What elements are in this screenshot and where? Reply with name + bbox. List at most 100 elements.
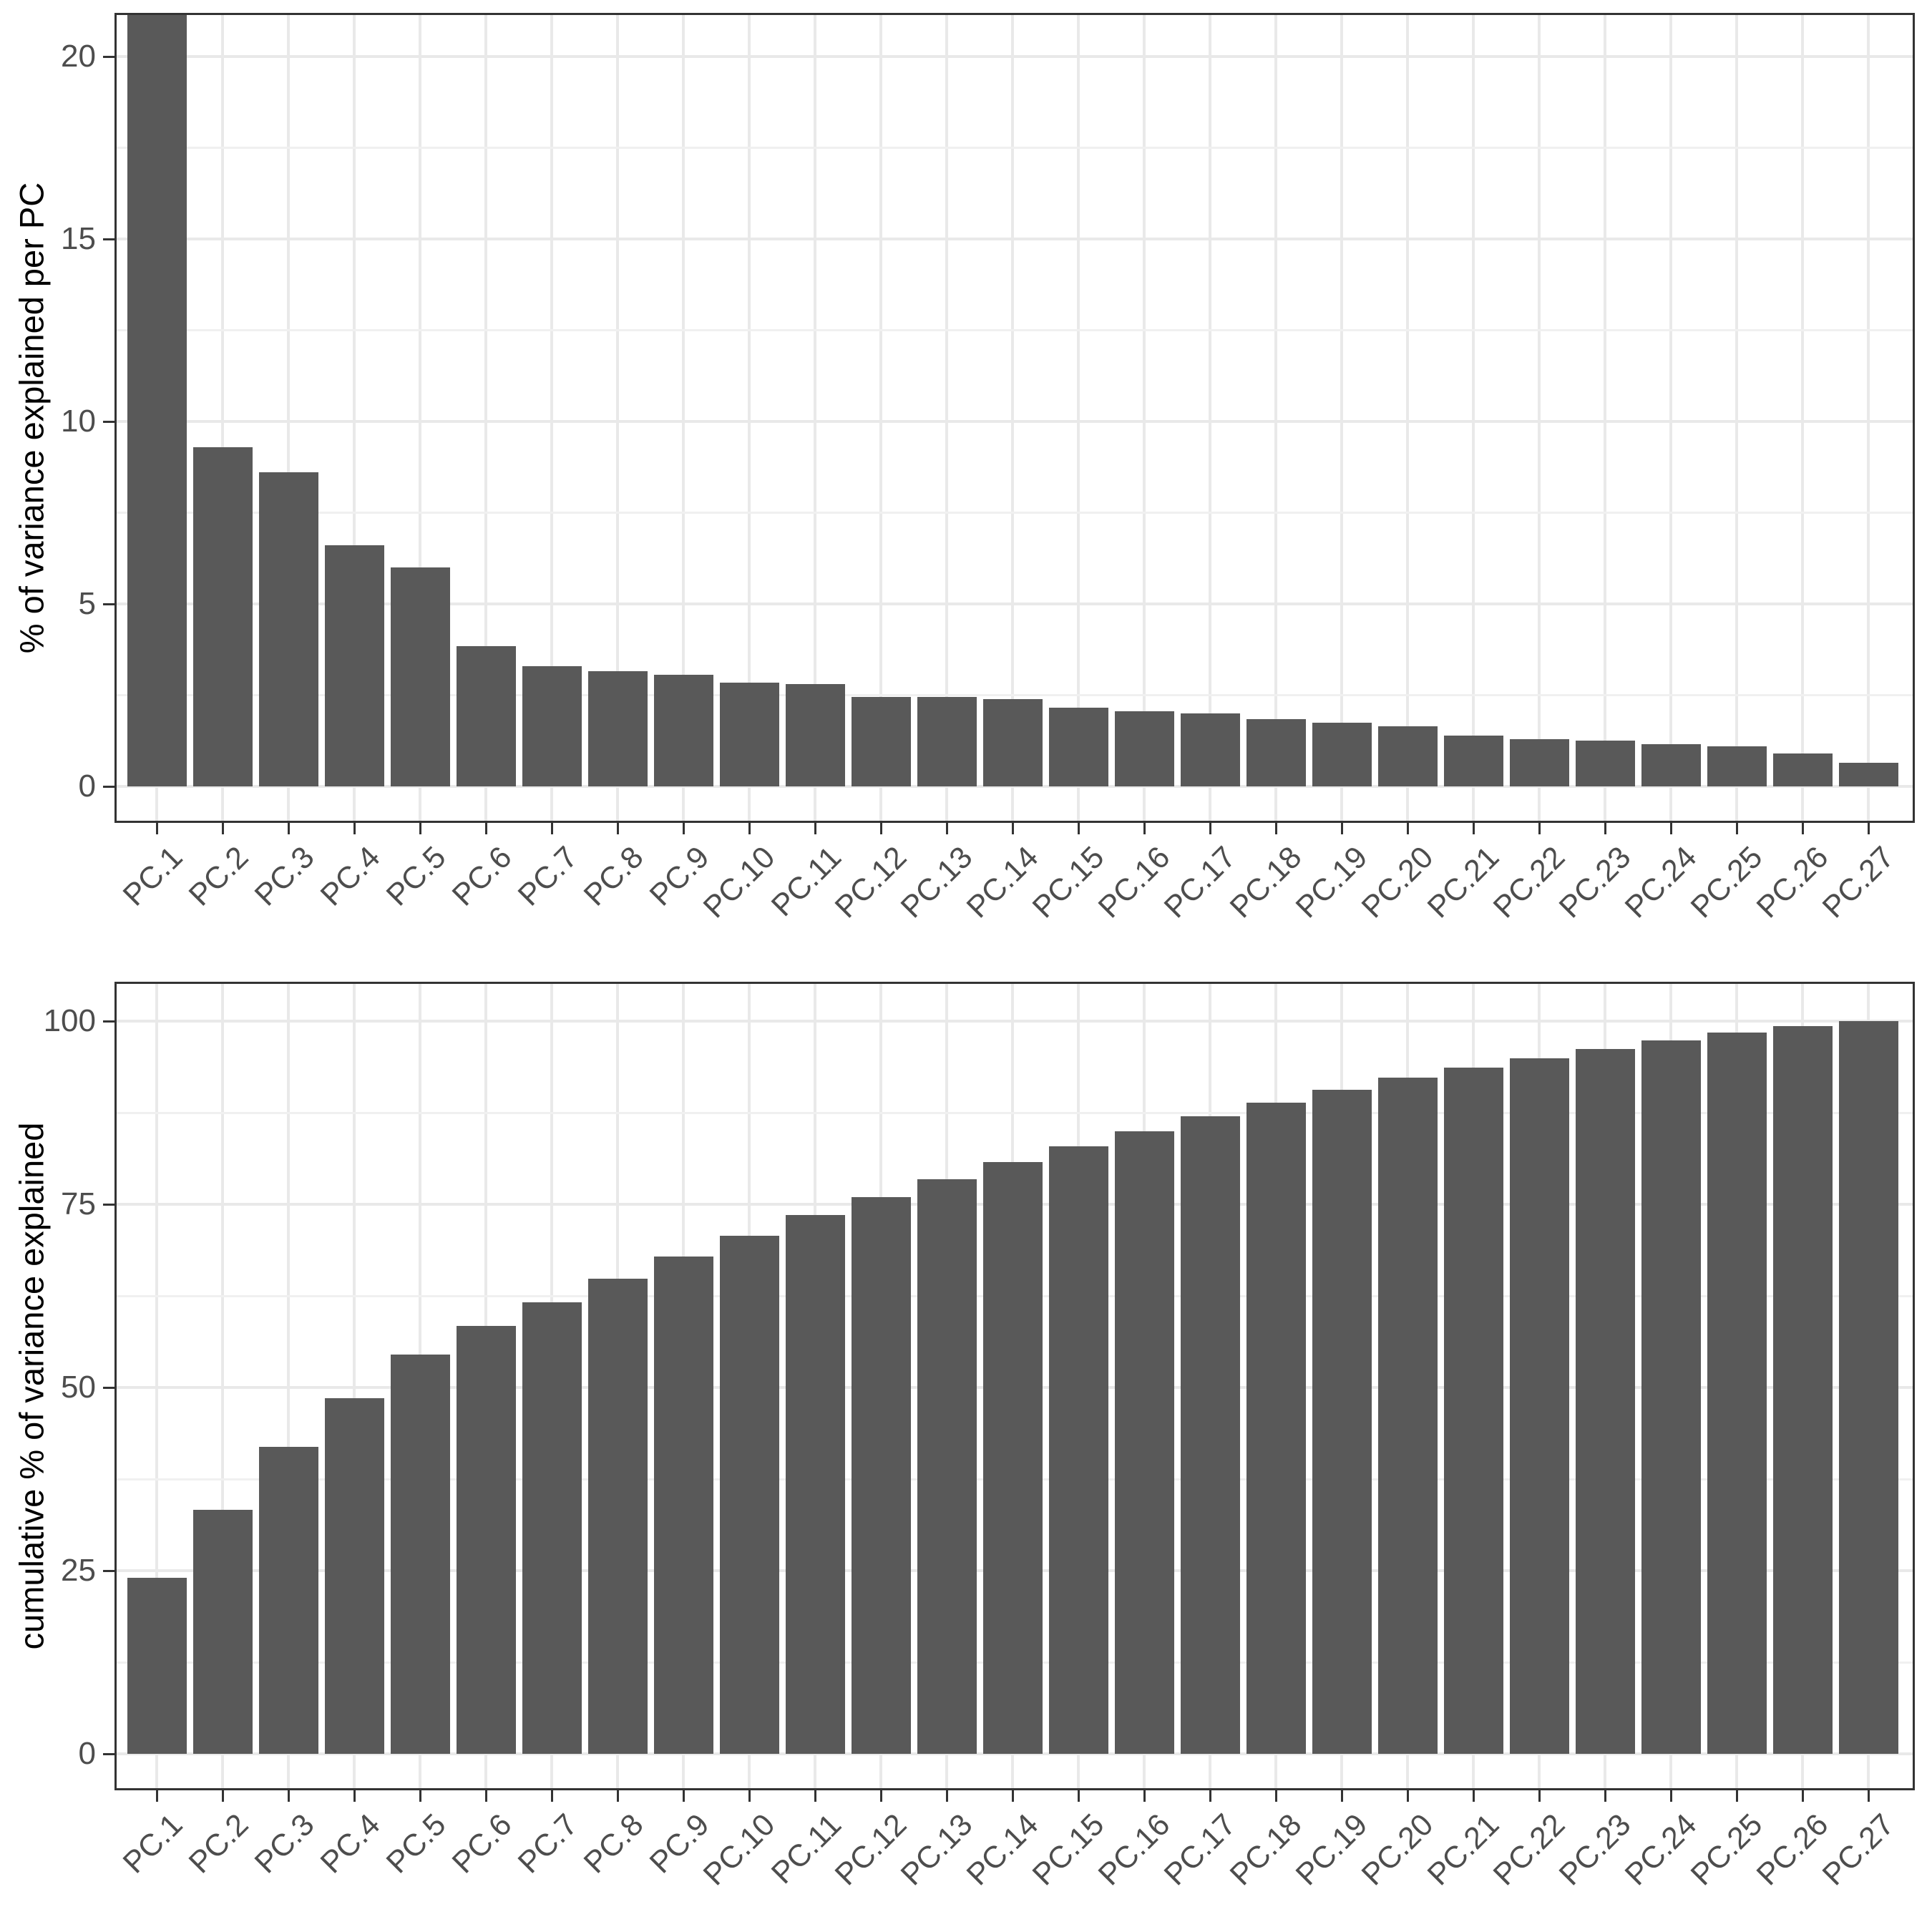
bar-pc-17 [1180, 713, 1240, 786]
bar-pc-3 [258, 472, 318, 786]
bar-pc-4 [324, 1398, 384, 1754]
x-tick [1143, 823, 1146, 834]
x-tick [1340, 823, 1343, 834]
bar-pc-26 [1772, 1025, 1833, 1754]
y-tick-label: 20 [61, 39, 96, 74]
scree-panel [114, 13, 1915, 823]
x-gridline-major [616, 15, 619, 821]
bar-pc-15 [1048, 708, 1108, 786]
x-tick [1538, 823, 1541, 834]
x-tick-label: PC.23 [1553, 839, 1638, 925]
bar-pc-10 [719, 1236, 779, 1754]
x-tick [682, 1790, 685, 1802]
x-tick [287, 1790, 290, 1802]
x-tick [682, 823, 685, 834]
x-tick-label: PC.11 [764, 1807, 848, 1891]
bar-pc-22 [1509, 738, 1569, 786]
x-tick-label: PC.8 [577, 1807, 650, 1880]
x-tick-label: PC.16 [1092, 1807, 1177, 1893]
x-tick-label: PC.21 [1421, 1807, 1506, 1893]
bar-pc-19 [1312, 722, 1372, 786]
x-tick-label: PC.3 [248, 1807, 321, 1880]
y-tick [103, 1569, 114, 1572]
bar-pc-23 [1575, 741, 1635, 786]
x-tick-label: PC.15 [1026, 839, 1111, 925]
bar-pc-19 [1312, 1090, 1372, 1754]
y-gridline-major [117, 238, 1913, 240]
y-tick-label: 10 [61, 404, 96, 439]
y-tick-label: 25 [61, 1553, 96, 1588]
x-tick [1077, 823, 1080, 834]
bar-pc-25 [1707, 746, 1767, 786]
x-tick-label: PC.24 [1619, 839, 1704, 925]
x-gridline-major [1406, 15, 1409, 821]
y-tick-label: 0 [78, 769, 96, 804]
x-tick-label: PC.23 [1553, 1807, 1638, 1893]
x-tick-label: PC.13 [894, 1807, 980, 1893]
x-tick-label: PC.14 [960, 839, 1045, 925]
x-gridline-major [287, 15, 290, 821]
x-gridline-major [353, 15, 356, 821]
x-tick [1011, 823, 1014, 834]
x-tick-label: PC.14 [960, 1807, 1045, 1893]
x-tick-label: PC.10 [697, 1807, 782, 1893]
x-tick [1735, 1790, 1738, 1802]
x-tick [155, 1790, 158, 1802]
x-tick [353, 823, 356, 834]
x-gridline-major [1340, 15, 1343, 821]
x-gridline-major [484, 15, 487, 821]
y-gridline-minor [117, 147, 1913, 149]
x-tick [550, 1790, 553, 1802]
x-tick-label: PC.7 [512, 839, 585, 913]
x-tick-label: PC.20 [1355, 1807, 1440, 1893]
x-tick [1472, 1790, 1475, 1802]
x-tick-label: PC.3 [248, 839, 321, 913]
y-gridline-major [117, 55, 1913, 58]
x-gridline-major [945, 15, 948, 821]
bar-pc-24 [1641, 1040, 1701, 1754]
x-tick [945, 1790, 948, 1802]
bar-pc-18 [1246, 1103, 1306, 1754]
x-tick-label: PC.15 [1026, 1807, 1111, 1893]
bar-pc-26 [1772, 753, 1833, 786]
x-tick [1867, 823, 1870, 834]
y-tick [103, 238, 114, 240]
y-tick [103, 420, 114, 423]
x-gridline-major [550, 15, 553, 821]
y-tick-label: 15 [61, 221, 96, 256]
bar-pc-1 [127, 15, 187, 786]
x-gridline-major [1209, 15, 1211, 821]
x-tick-label: PC.2 [182, 1807, 255, 1880]
x-tick-label: PC.1 [117, 1807, 190, 1880]
x-gridline-major [1077, 15, 1080, 821]
y-gridline-minor [117, 1111, 1913, 1114]
bar-pc-18 [1246, 718, 1306, 786]
x-gridline-major [1011, 15, 1014, 821]
bar-pc-14 [982, 698, 1043, 786]
bar-pc-25 [1707, 1032, 1767, 1754]
x-tick [1669, 823, 1672, 834]
x-tick-label: PC.4 [314, 1807, 387, 1880]
x-tick [1406, 823, 1409, 834]
x-tick-label: PC.6 [446, 839, 519, 913]
x-tick-label: PC.18 [1224, 839, 1309, 925]
y-gridline-major [117, 1752, 1913, 1755]
x-tick-label: PC.25 [1684, 839, 1770, 925]
y-tick [103, 55, 114, 58]
y-tick-label: 75 [61, 1186, 96, 1221]
y-tick-label: 0 [78, 1736, 96, 1771]
x-tick [748, 823, 751, 834]
bar-pc-22 [1509, 1058, 1569, 1754]
x-tick-label: PC.1 [117, 839, 190, 913]
y-gridline-major [117, 785, 1913, 788]
x-tick-label: PC.27 [1816, 839, 1901, 925]
bar-pc-16 [1114, 711, 1174, 786]
x-tick [1604, 823, 1606, 834]
bar-pc-15 [1048, 1146, 1108, 1754]
x-tick [1472, 823, 1475, 834]
x-tick [1077, 1790, 1080, 1802]
x-tick-label: PC.18 [1224, 1807, 1309, 1893]
y-tick [103, 1752, 114, 1755]
x-tick [616, 823, 619, 834]
x-tick-label: PC.26 [1750, 1807, 1835, 1893]
